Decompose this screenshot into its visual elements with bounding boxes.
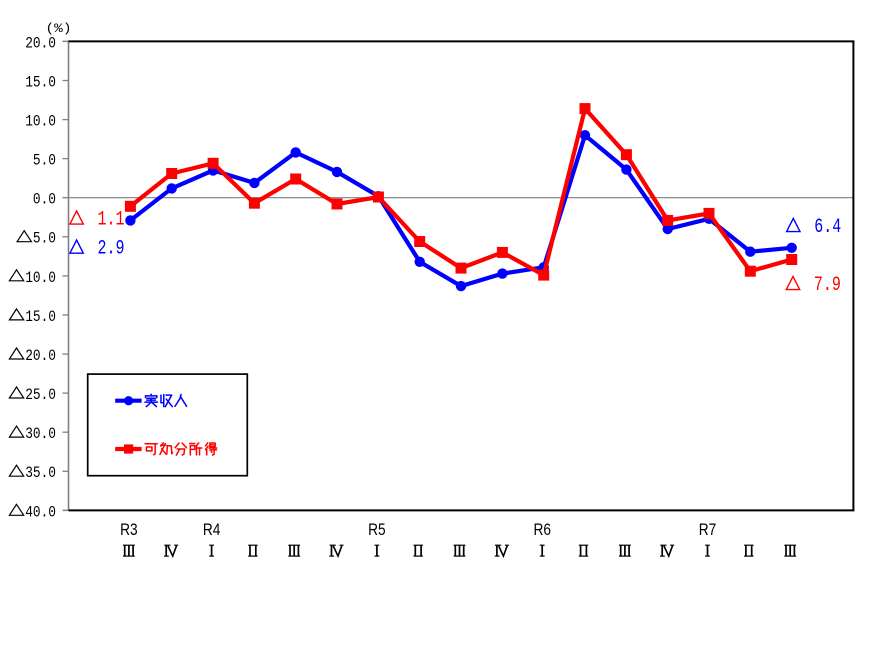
svg-text:R3: R3 (120, 521, 138, 539)
svg-text:R4: R4 (203, 521, 221, 539)
svg-text:1.1: 1.1 (98, 209, 125, 232)
svg-text:30.0: 30.0 (25, 425, 56, 443)
svg-text:10.0: 10.0 (25, 269, 56, 287)
svg-text:10.0: 10.0 (25, 113, 56, 131)
svg-text:0.0: 0.0 (33, 191, 56, 209)
svg-text:5.0: 5.0 (33, 230, 56, 248)
svg-text:15.0: 15.0 (25, 73, 56, 91)
svg-text:R6: R6 (533, 521, 551, 539)
svg-text:2.9: 2.9 (98, 238, 125, 261)
svg-text:35.0: 35.0 (25, 464, 56, 482)
svg-text:15.0: 15.0 (25, 308, 56, 326)
svg-text:5.0: 5.0 (33, 152, 56, 170)
svg-text:40.0: 40.0 (25, 503, 56, 521)
svg-text:20.0: 20.0 (25, 347, 56, 365)
svg-text:6.4: 6.4 (814, 216, 841, 239)
svg-text:25.0: 25.0 (25, 386, 56, 404)
svg-text:R5: R5 (368, 521, 386, 539)
svg-text:20.0: 20.0 (25, 34, 56, 52)
svg-text:(%): (%) (46, 22, 72, 36)
svg-text:7.9: 7.9 (814, 274, 841, 297)
svg-text:R7: R7 (699, 521, 717, 539)
